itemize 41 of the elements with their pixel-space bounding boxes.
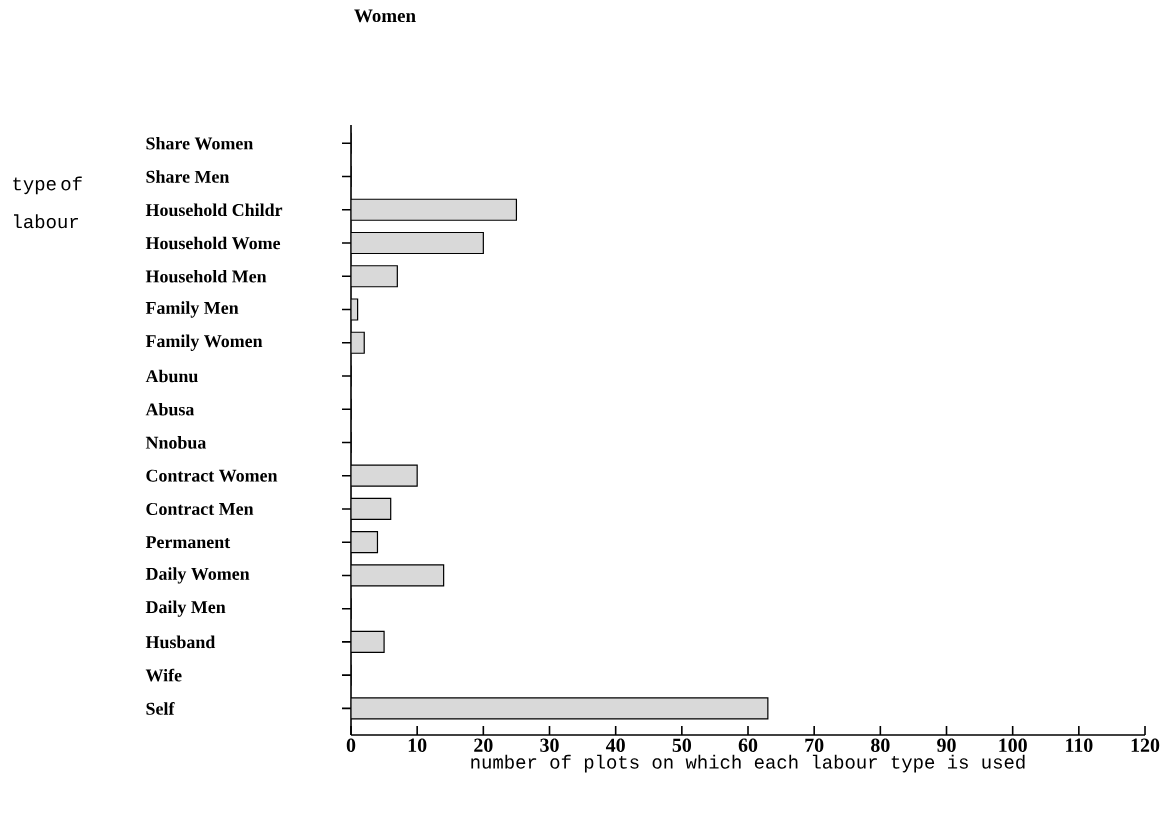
- y-tick-label: Contract Women: [146, 469, 278, 482]
- y-tick-label: Nnobua: [145, 436, 207, 449]
- y-tick-label: Husband: [145, 635, 216, 649]
- y-tick-label: Contract Men: [146, 502, 254, 515]
- y-tick-label: Daily Men: [145, 600, 226, 617]
- y-tick-label: Household Wome: [145, 236, 281, 250]
- x-tick-label: 30: [540, 738, 559, 752]
- bar: [351, 231, 484, 255]
- x-tick-label: 60: [738, 738, 758, 752]
- y-tick-label: Share Women: [146, 136, 254, 150]
- y-tick-label: Abusa: [145, 402, 195, 416]
- y-tick-label: Self: [146, 702, 175, 715]
- y-axis-title: type of labour: [13, 176, 82, 229]
- y-tick-label: Abunu: [145, 369, 198, 383]
- bar: [351, 464, 418, 487]
- chart-title: Women: [354, 9, 416, 23]
- x-tick-label: 0: [346, 738, 356, 752]
- y-tick-label: Daily Women: [145, 567, 250, 584]
- bar: [351, 265, 398, 288]
- x-tick-label: 110: [1066, 738, 1093, 752]
- y-tick-label: Permanent: [145, 536, 231, 549]
- y-tick-label: Share Men: [146, 170, 230, 183]
- y-tick-label: Family Men: [145, 301, 239, 318]
- bar: [351, 697, 769, 720]
- x-tick-label: 40: [605, 738, 625, 752]
- x-tick-label: 100: [999, 738, 1027, 752]
- y-tick-label: Household Men: [145, 269, 267, 283]
- x-tick-label: 70: [805, 738, 824, 752]
- x-tick-label: 120: [1131, 738, 1160, 752]
- x-axis-title: number of plots on which each labour type is used: [471, 754, 1025, 773]
- bar: [351, 198, 518, 221]
- y-tick-label: Household Childr: [145, 203, 283, 217]
- bar: [351, 531, 379, 554]
- x-tick-label: 50: [672, 738, 692, 752]
- x-tick-label: 20: [474, 738, 493, 752]
- x-tick-label: 90: [937, 738, 956, 752]
- x-tick-label: 10: [408, 738, 427, 752]
- bar: [351, 497, 392, 521]
- y-tick-label: Wife: [145, 668, 182, 682]
- x-tick-label: 80: [871, 738, 890, 752]
- y-tick-label: Family Women: [145, 334, 263, 351]
